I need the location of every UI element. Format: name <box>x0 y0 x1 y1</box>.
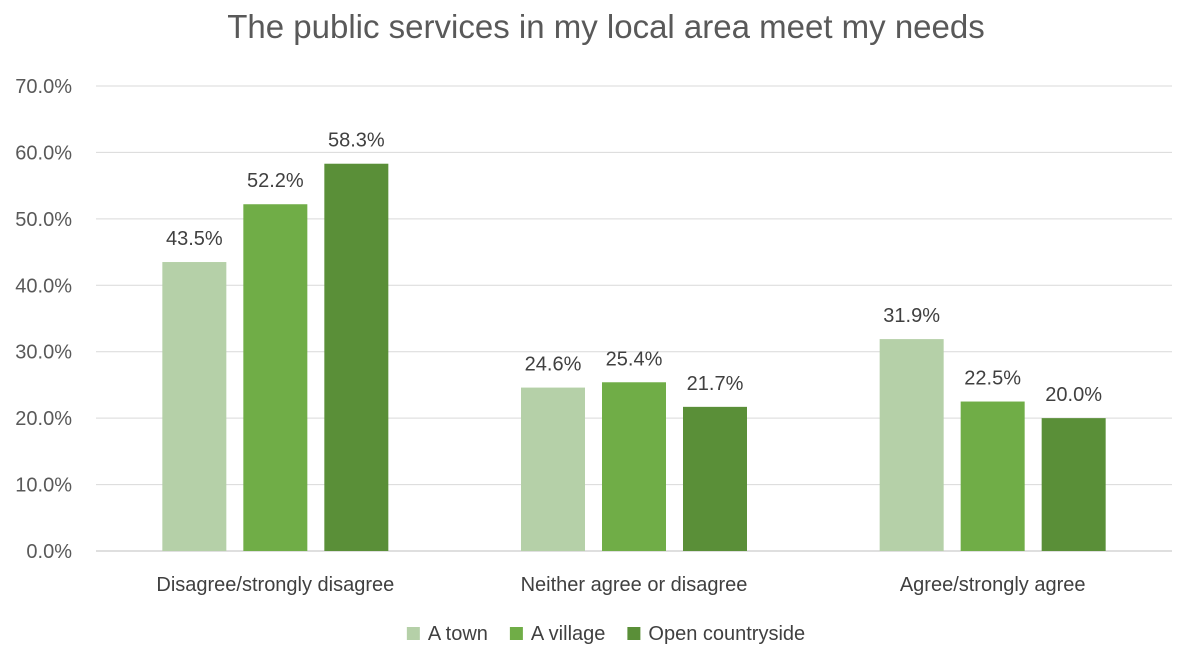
y-tick-label: 70.0% <box>15 76 72 98</box>
bar <box>162 262 227 551</box>
data-label: 20.0% <box>1045 384 1102 406</box>
data-label: 43.5% <box>166 228 223 250</box>
y-tick-label: 30.0% <box>15 342 72 364</box>
bars <box>162 163 1106 551</box>
x-axis: Disagree/strongly disagree Neither agree … <box>156 574 1085 596</box>
chart-title: The public services in my local area mee… <box>227 8 985 45</box>
category-label: Agree/strongly agree <box>900 574 1086 596</box>
data-label: 22.5% <box>964 368 1021 390</box>
bar <box>1041 418 1106 551</box>
legend-label: A town <box>428 623 488 645</box>
data-label: 52.2% <box>247 170 304 192</box>
legend-swatch <box>406 627 420 640</box>
y-tick-label: 10.0% <box>15 475 72 497</box>
bar <box>683 406 747 551</box>
data-labels: 43.5% 52.2% 58.3% 24.6% 25.4% 21.7% 31.9% 22.5%… <box>166 130 1102 406</box>
data-label: 58.3% <box>328 130 385 152</box>
y-tick-label: 0.0% <box>26 541 72 563</box>
y-tick-label: 50.0% <box>15 209 72 231</box>
data-label: 25.4% <box>606 348 663 370</box>
bar <box>602 382 666 551</box>
y-tick-label: 60.0% <box>15 142 72 164</box>
legend: A town A village Open countryside <box>406 623 805 645</box>
bar <box>521 387 585 551</box>
legend-label: A village <box>531 623 606 645</box>
bar <box>243 204 308 551</box>
y-axis: 0.0% 10.0% 20.0% 30.0% 40.0% 50.0% 60.0% 70.0% <box>15 76 72 563</box>
legend-swatch <box>509 627 523 640</box>
data-label: 31.9% <box>883 305 940 327</box>
category-label: Neither agree or disagree <box>521 574 748 596</box>
bar <box>960 401 1025 551</box>
category-label: Disagree/strongly disagree <box>156 574 394 596</box>
y-tick-label: 20.0% <box>15 408 72 430</box>
legend-label: Open countryside <box>648 623 805 645</box>
y-tick-label: 40.0% <box>15 275 72 297</box>
legend-swatch <box>627 627 641 640</box>
data-label: 21.7% <box>687 373 744 395</box>
bar <box>324 163 389 551</box>
data-label: 24.6% <box>525 354 582 376</box>
bar <box>879 339 944 551</box>
